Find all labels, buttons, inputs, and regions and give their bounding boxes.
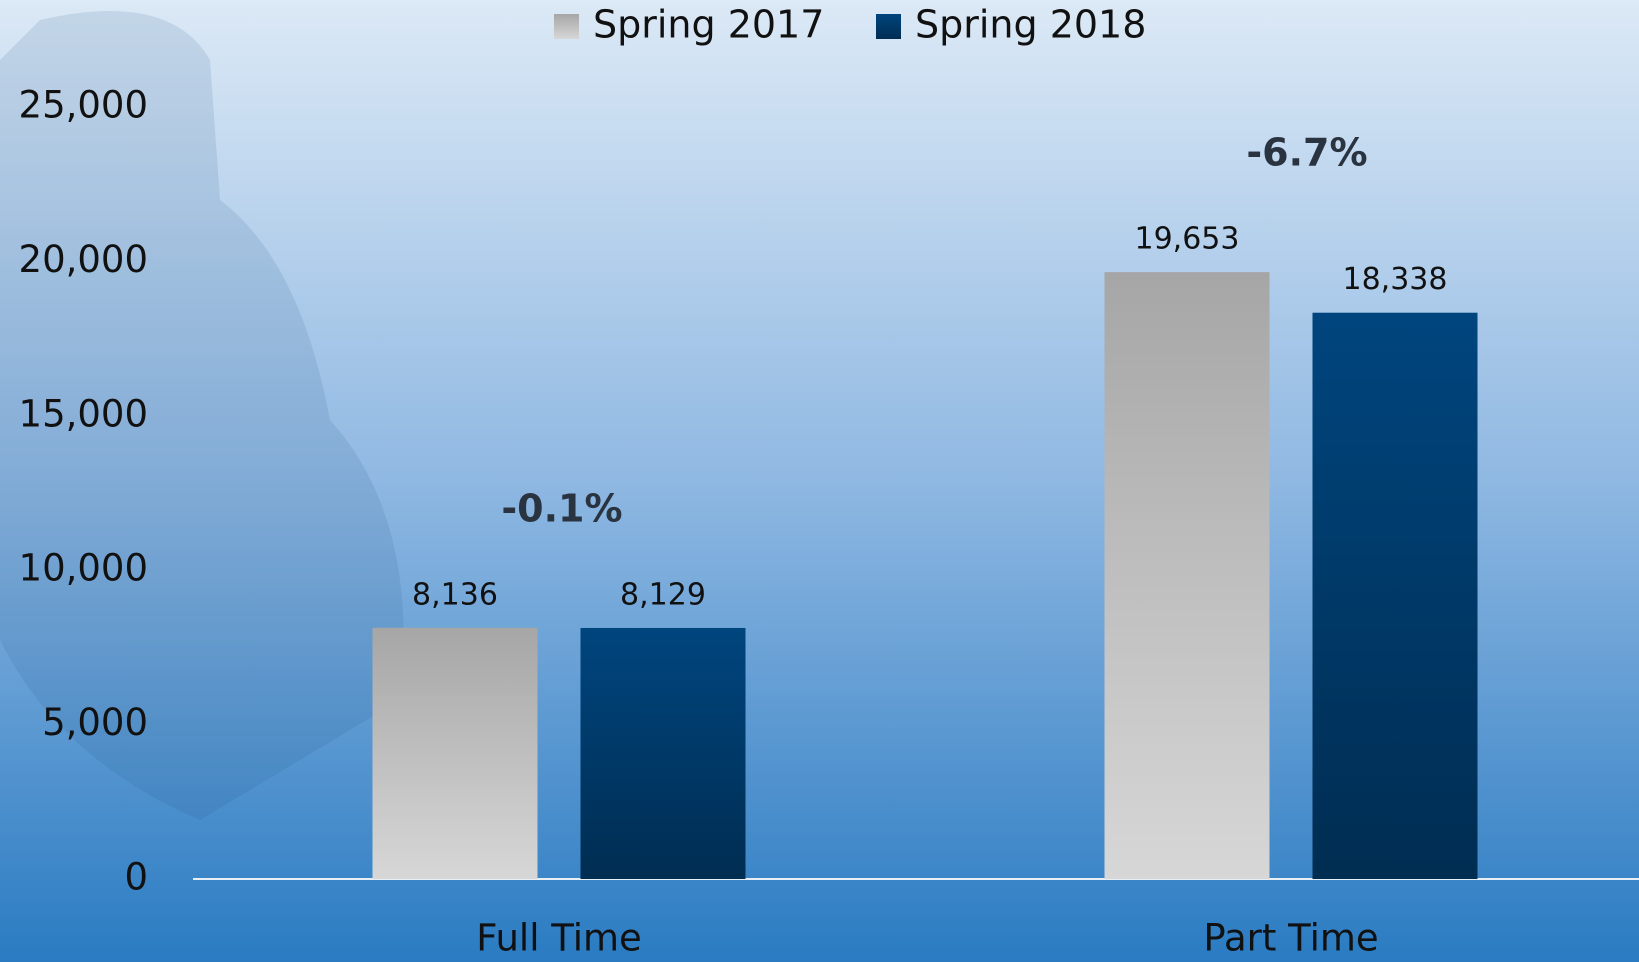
- bar: [580, 627, 746, 879]
- annotation: -0.1%: [501, 486, 622, 530]
- y-tick-label: 0: [124, 856, 148, 899]
- bar: [1104, 272, 1270, 879]
- value-label: 8,136: [412, 577, 498, 612]
- legend-label: Spring 2018: [915, 3, 1146, 47]
- annotation: -6.7%: [1246, 131, 1367, 175]
- bar: [372, 627, 538, 879]
- mascot-watermark: [0, 11, 404, 820]
- value-label: 18,338: [1343, 262, 1448, 297]
- y-tick-label: 10,000: [19, 547, 148, 590]
- y-tick-label: 20,000: [19, 238, 148, 281]
- legend-label: Spring 2017: [593, 3, 824, 47]
- x-tick-label: Full Time: [476, 917, 642, 960]
- y-tick-label: 15,000: [19, 392, 148, 435]
- value-label: 8,129: [620, 577, 706, 612]
- legend-swatch: [554, 14, 579, 39]
- x-tick-label: Part Time: [1203, 917, 1378, 960]
- bar: [1312, 312, 1478, 880]
- value-label: 19,653: [1135, 222, 1240, 257]
- y-tick-label: 25,000: [19, 84, 148, 127]
- y-tick-label: 5,000: [42, 701, 148, 744]
- legend-swatch: [876, 14, 901, 39]
